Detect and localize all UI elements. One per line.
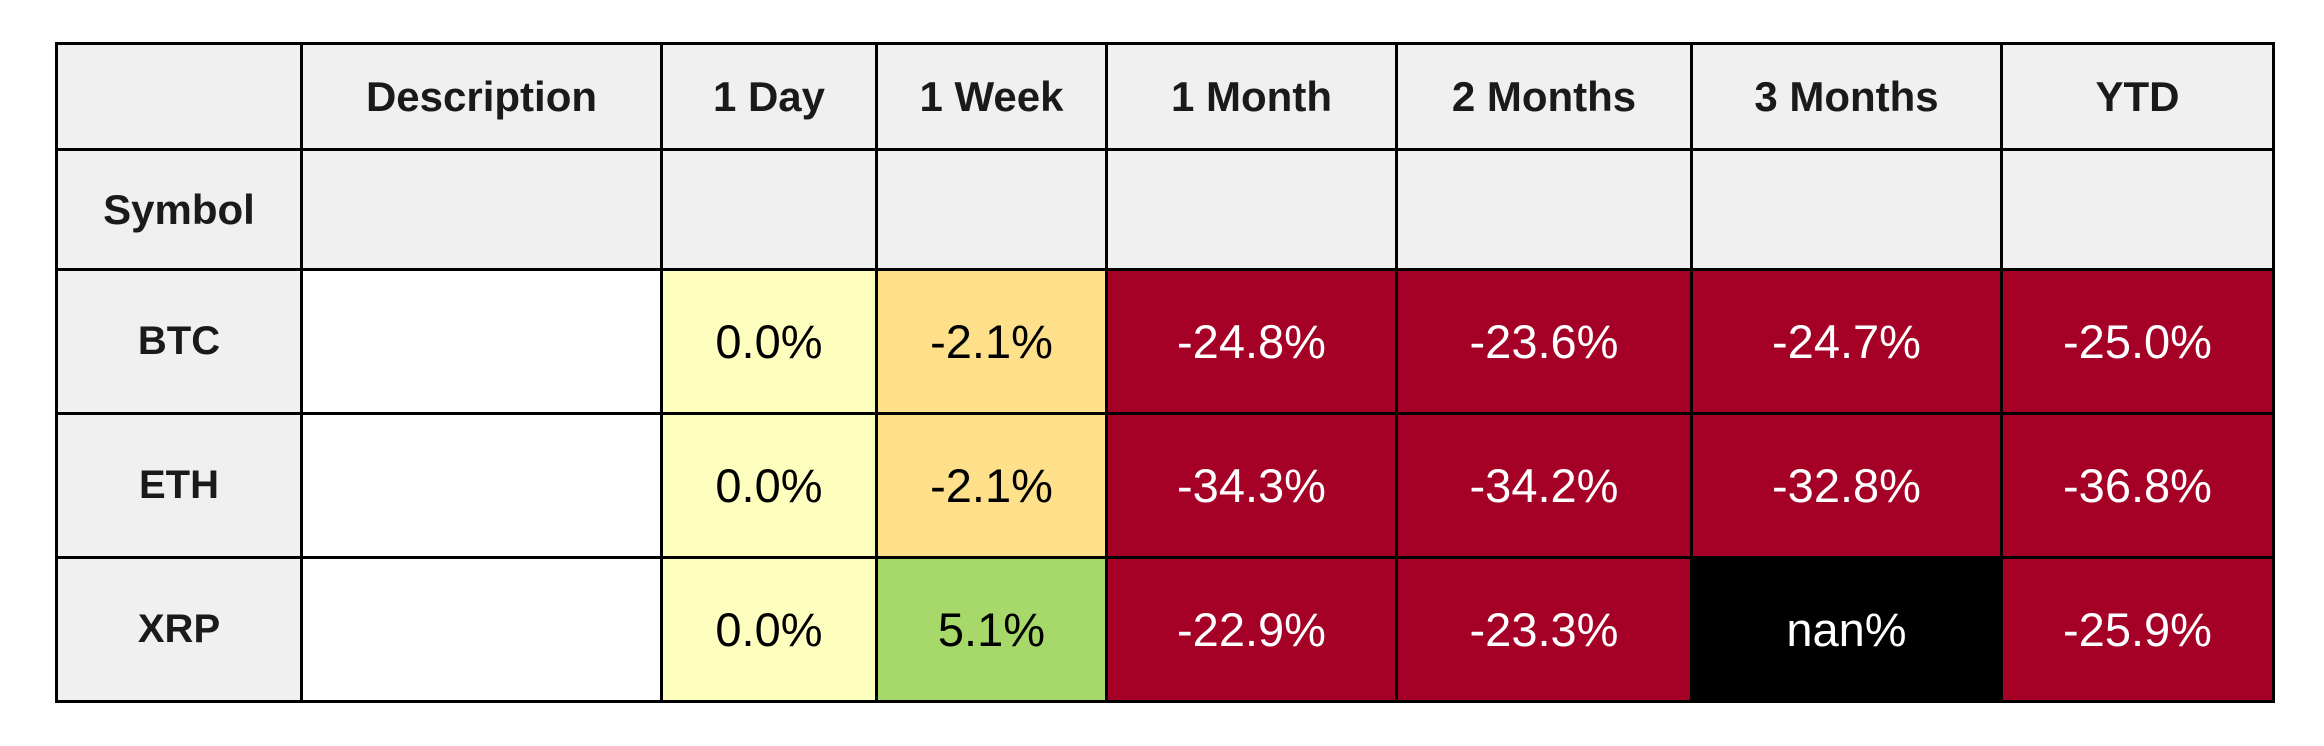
cell-1-month: -34.3% <box>1105 412 1398 559</box>
cell-1-week: -2.1% <box>875 268 1108 415</box>
returns-table-container: Description 1 Day 1 Week 1 Month 2 Month… <box>55 42 2275 703</box>
column-header-2-months: 2 Months <box>1395 42 1693 151</box>
index-row-empty-cell <box>875 148 1108 271</box>
cell-3-months: -32.8% <box>1690 412 2003 559</box>
cell-3-months: nan% <box>1690 556 2003 703</box>
column-header-1-week: 1 Week <box>875 42 1108 151</box>
cell-1-day: 0.0% <box>660 556 878 703</box>
row-symbol: ETH <box>55 412 303 559</box>
returns-table: Description 1 Day 1 Week 1 Month 2 Month… <box>55 42 2275 703</box>
cell-2-months: -23.6% <box>1395 268 1693 415</box>
index-row-empty-cell <box>2000 148 2275 271</box>
table-row-btc: BTC 0.0% -2.1% -24.8% -23.6% -24.7% -25.… <box>55 268 2275 415</box>
index-row-empty-cell <box>1395 148 1693 271</box>
corner-cell <box>55 42 303 151</box>
index-row-empty-cell <box>1690 148 2003 271</box>
cell-1-week: 5.1% <box>875 556 1108 703</box>
cell-description <box>300 556 663 703</box>
row-symbol: BTC <box>55 268 303 415</box>
cell-3-months: -24.7% <box>1690 268 2003 415</box>
column-header-description: Description <box>300 42 663 151</box>
column-header-ytd: YTD <box>2000 42 2275 151</box>
index-name-row: Symbol <box>55 148 2275 271</box>
cell-ytd: -25.0% <box>2000 268 2275 415</box>
cell-2-months: -23.3% <box>1395 556 1693 703</box>
cell-ytd: -36.8% <box>2000 412 2275 559</box>
cell-1-month: -24.8% <box>1105 268 1398 415</box>
column-header-3-months: 3 Months <box>1690 42 2003 151</box>
cell-1-day: 0.0% <box>660 268 878 415</box>
index-row-empty-cell <box>300 148 663 271</box>
column-header-1-month: 1 Month <box>1105 42 1398 151</box>
index-name-cell: Symbol <box>55 148 303 271</box>
cell-1-day: 0.0% <box>660 412 878 559</box>
index-row-empty-cell <box>1105 148 1398 271</box>
cell-description <box>300 268 663 415</box>
cell-ytd: -25.9% <box>2000 556 2275 703</box>
cell-1-week: -2.1% <box>875 412 1108 559</box>
cell-2-months: -34.2% <box>1395 412 1693 559</box>
column-header-1-day: 1 Day <box>660 42 878 151</box>
index-row-empty-cell <box>660 148 878 271</box>
cell-description <box>300 412 663 559</box>
table-row-xrp: XRP 0.0% 5.1% -22.9% -23.3% nan% -25.9% <box>55 556 2275 703</box>
row-symbol: XRP <box>55 556 303 703</box>
table-row-eth: ETH 0.0% -2.1% -34.3% -34.2% -32.8% -36.… <box>55 412 2275 559</box>
cell-1-month: -22.9% <box>1105 556 1398 703</box>
column-header-row: Description 1 Day 1 Week 1 Month 2 Month… <box>55 42 2275 151</box>
